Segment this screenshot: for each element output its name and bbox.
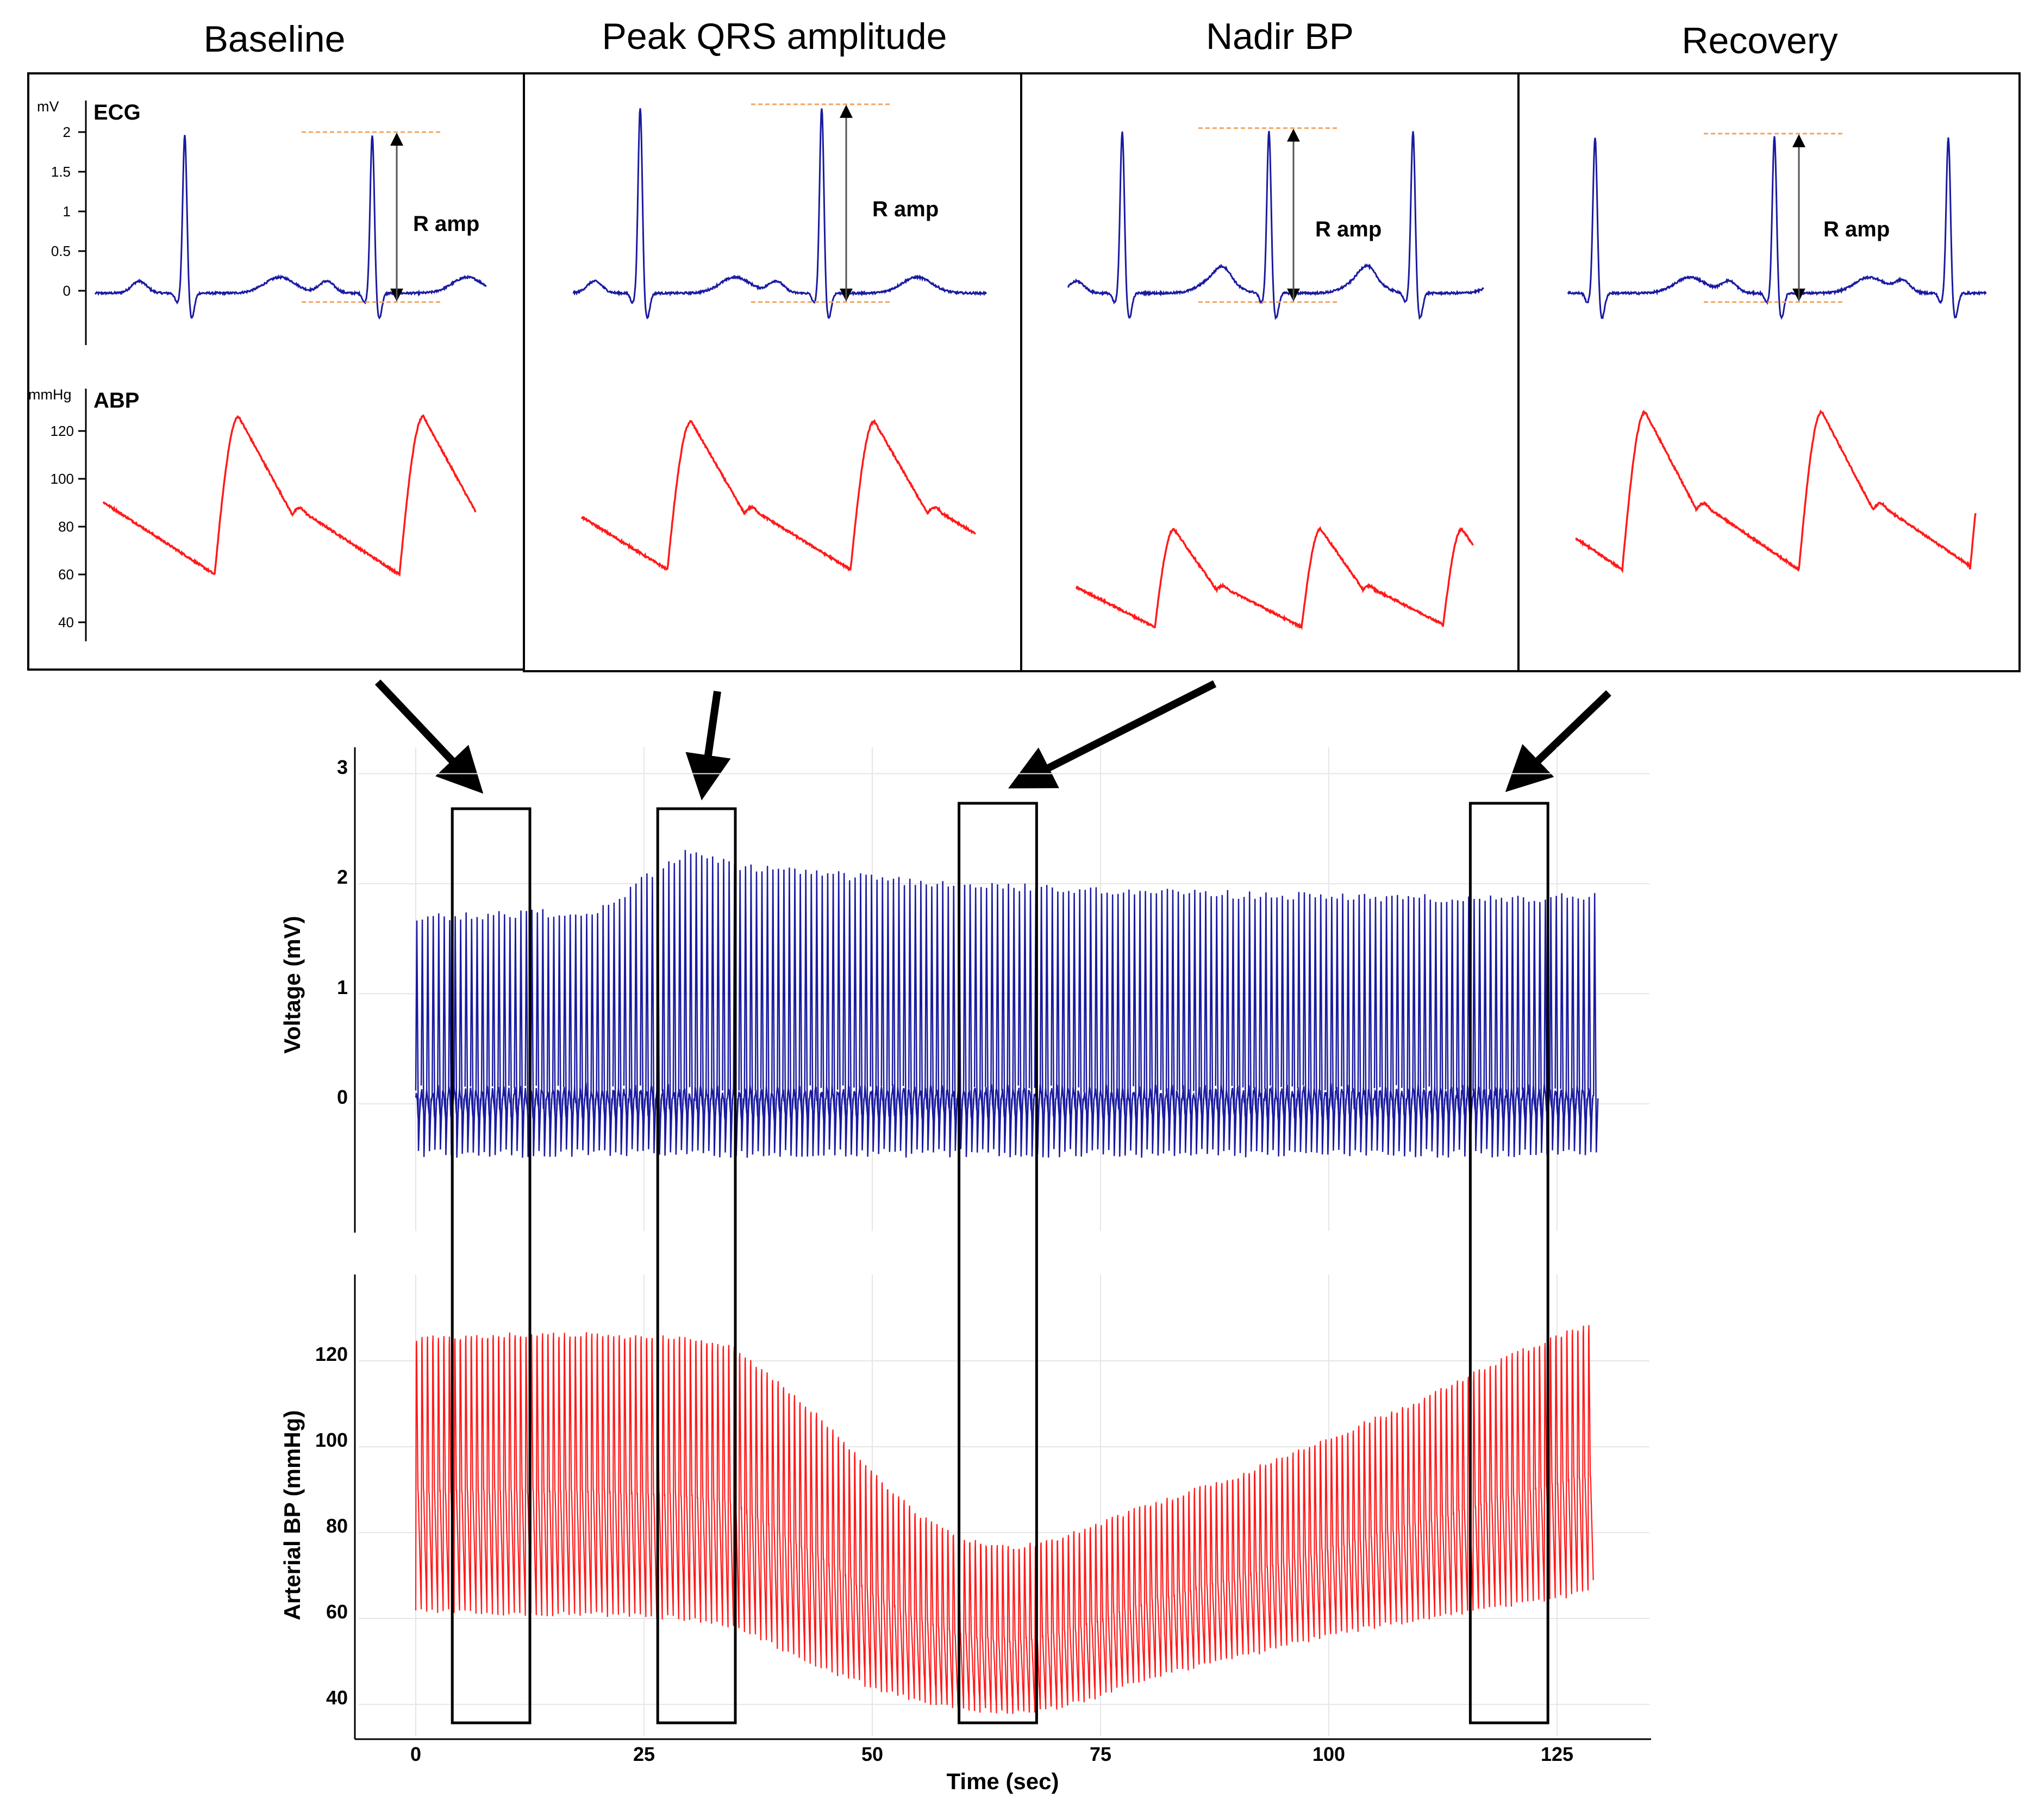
r-amp-label-peak-qrs: R amp bbox=[872, 197, 939, 221]
time-window-box bbox=[656, 807, 737, 1724]
abp-main-xlabel: Time (sec) bbox=[947, 1768, 1059, 1794]
inset-ecg-ytick: 1.5 bbox=[51, 164, 71, 180]
inset-ecg-trace bbox=[572, 108, 987, 320]
panel-frame-baseline bbox=[27, 72, 525, 671]
abp-main-xtick: 125 bbox=[1541, 1743, 1573, 1765]
panel-title-baseline: Baseline bbox=[204, 18, 346, 60]
inset-abp-ytick: 60 bbox=[58, 566, 74, 583]
abp-main-trace bbox=[415, 1325, 1594, 1714]
inset-abp-ytick: 100 bbox=[51, 471, 74, 487]
time-window-box bbox=[958, 802, 1038, 1724]
inset-ecg-ytick: 1 bbox=[63, 203, 71, 220]
inset-ecg-ytick-marks bbox=[78, 131, 86, 292]
panel-frame-peak-qrs bbox=[523, 72, 1022, 672]
inset-abp-unit: mmHg bbox=[28, 386, 72, 403]
ecg-main-ytick: 2 bbox=[337, 866, 348, 888]
abp-main-xtick: 50 bbox=[861, 1743, 883, 1765]
arrow-peak-qrs bbox=[685, 690, 731, 801]
abp-main-ytick: 60 bbox=[326, 1601, 348, 1623]
inset-abp-trace bbox=[580, 419, 977, 572]
inset-abp-trace bbox=[102, 414, 477, 577]
inset-ecg-trace bbox=[1567, 136, 1987, 320]
ecg-main-spikes bbox=[415, 849, 1599, 1158]
abp-main-ytick: 100 bbox=[315, 1429, 348, 1451]
inset-abp-ytick: 120 bbox=[51, 423, 74, 439]
abp-main-ytick: 80 bbox=[326, 1515, 348, 1537]
time-window-box bbox=[451, 807, 532, 1724]
inset-abp-label: ABP bbox=[93, 389, 139, 413]
inset-abp-ytick: 80 bbox=[58, 518, 74, 535]
r-amp-label-recovery: R amp bbox=[1823, 217, 1890, 241]
arrow-nadir-bp bbox=[1008, 680, 1217, 789]
inset-ecg-trace bbox=[94, 135, 487, 320]
abp-main-ytick: 40 bbox=[326, 1686, 348, 1709]
inset-abp-ytick-marks bbox=[78, 430, 86, 623]
inset-traces bbox=[94, 103, 1987, 630]
r-amp-label-nadir-bp: R amp bbox=[1315, 217, 1382, 241]
time-window-box bbox=[1468, 802, 1549, 1724]
inset-ecg-label: ECG bbox=[93, 101, 141, 124]
arrow-recovery bbox=[1505, 690, 1611, 792]
arrow-baseline bbox=[374, 679, 484, 794]
inset-ecg-trace bbox=[1067, 130, 1485, 320]
inset-ecg-ytick: 0.5 bbox=[51, 243, 71, 259]
ecg-main-ylabel: Voltage (mV) bbox=[279, 916, 305, 1054]
inset-ecg-unit: mV bbox=[37, 98, 59, 115]
abp-main-xtick: 0 bbox=[410, 1743, 421, 1765]
ecg-main-ytick: 3 bbox=[337, 756, 348, 778]
inset-abp-trace bbox=[1075, 526, 1474, 630]
panel-title-nadir-bp: Nadir BP bbox=[1206, 16, 1354, 57]
abp-main-ylabel: Arterial BP (mmHg) bbox=[279, 1410, 305, 1621]
ecg-main-ytick: 0 bbox=[337, 1086, 348, 1108]
abp-main-xtick: 75 bbox=[1090, 1743, 1111, 1765]
abp-main-ytick: 120 bbox=[315, 1343, 348, 1365]
inset-ecg-ytick: 2 bbox=[63, 124, 71, 140]
panel-title-recovery: Recovery bbox=[1682, 20, 1837, 61]
inset-abp-ytick: 40 bbox=[58, 614, 74, 630]
inset-ecg-ytick: 0 bbox=[63, 283, 71, 299]
r-amp-label-baseline: R amp bbox=[413, 212, 479, 236]
inset-abp-trace bbox=[1575, 409, 1977, 574]
main-traces bbox=[415, 849, 1599, 1714]
time-windows bbox=[451, 802, 1549, 1724]
abp-main-xtick: 25 bbox=[633, 1743, 655, 1765]
abp-main-xtick: 100 bbox=[1312, 1743, 1345, 1765]
ecg-main-ytick: 1 bbox=[337, 976, 348, 998]
panel-frame-recovery bbox=[1517, 72, 2021, 672]
panel-title-peak-qrs: Peak QRS amplitude bbox=[602, 16, 947, 57]
